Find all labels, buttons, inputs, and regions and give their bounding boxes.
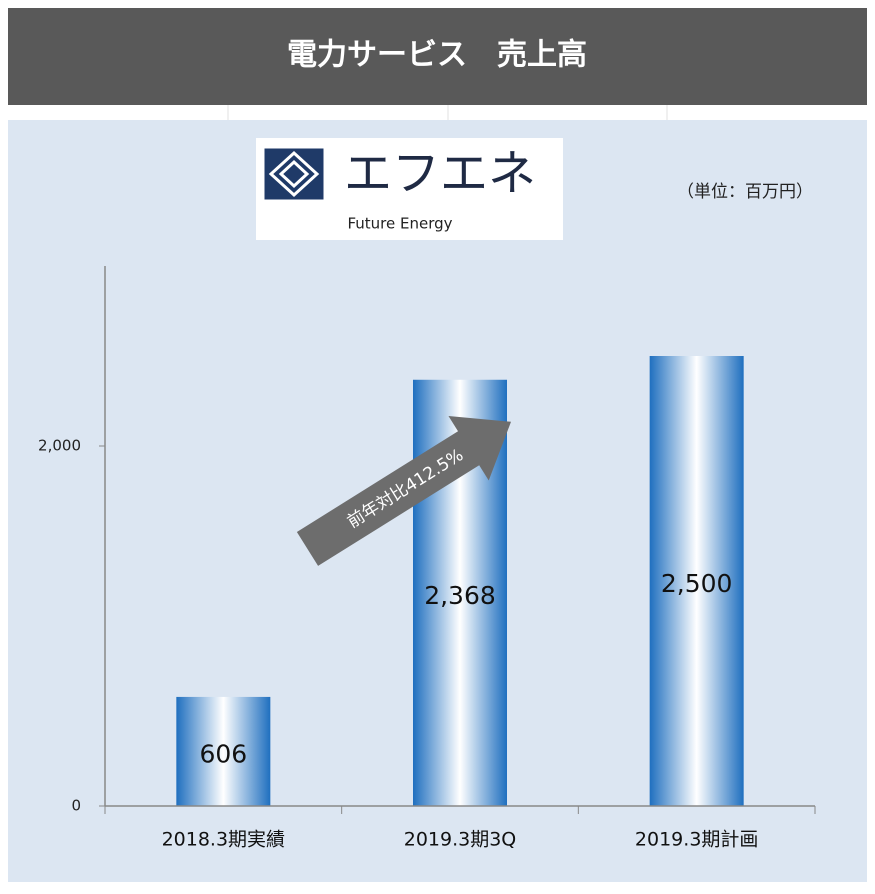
axes: 0 2,000 2018.3期実績 2019.3期3Q 2019.3期計画 xyxy=(38,266,816,851)
unit-label: （単位：百万円） xyxy=(677,182,813,202)
value-label: 2,368 xyxy=(424,581,496,610)
value-label: 606 xyxy=(199,739,247,768)
bar xyxy=(176,696,271,806)
x-tick-label: 2019.3期3Q xyxy=(404,829,517,851)
logo-text: エフエネ xyxy=(344,146,536,202)
header-band xyxy=(8,8,867,105)
header-lines xyxy=(227,105,668,120)
x-tick-label: 2018.3期実績 xyxy=(162,829,285,851)
logo-subtext: Future Energy xyxy=(347,215,452,233)
value-label: 2,500 xyxy=(661,569,733,598)
logo-icon xyxy=(264,148,324,200)
bar xyxy=(649,356,744,806)
chart-title: 電力サービス 売上高 xyxy=(287,38,587,73)
y-tick-label: 0 xyxy=(71,797,81,815)
y-tick-label: 2,000 xyxy=(38,437,81,455)
x-tick-label: 2019.3期計画 xyxy=(635,829,758,851)
